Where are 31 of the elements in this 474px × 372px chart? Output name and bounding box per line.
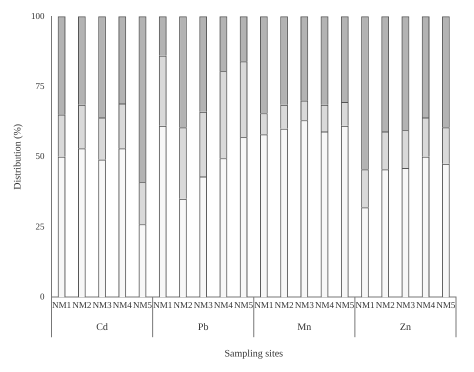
text: Zn [400, 322, 411, 333]
x-tick-label: NM3 [194, 300, 214, 310]
x-tick-label: NM2 [274, 300, 294, 310]
text: Mn [297, 322, 312, 333]
x-tick-label: NM5 [335, 300, 355, 310]
y-axis-title: Distribution (%) [12, 124, 24, 190]
text: Pb [198, 322, 208, 333]
x-tick-label: NM5 [234, 300, 254, 310]
x-tick-label: NM4 [112, 300, 132, 310]
y-tick-label: 25 [36, 221, 45, 232]
x-tick-label: NM2 [173, 300, 192, 310]
x-tick-label: NM1 [355, 300, 374, 310]
x-tick-label: NM3 [294, 300, 314, 310]
x-tick-label: NM3 [396, 300, 416, 310]
x-tick-label: NM2 [376, 300, 395, 310]
x-tick-label: NM1 [52, 300, 72, 310]
y-tick-label: 100 [31, 10, 45, 21]
x-tick-label: NM2 [72, 300, 92, 310]
y-tick-label: 0 [40, 292, 45, 302]
y-tick-label: 75 [36, 80, 45, 91]
x-tick-label: NM4 [315, 300, 335, 310]
x-axis-title: Sampling sites [224, 348, 284, 360]
x-tick-label: NM3 [92, 300, 112, 310]
text: Cd [96, 322, 108, 333]
x-tick-label: NM1 [254, 300, 274, 310]
x-tick-label: NM4 [416, 300, 436, 310]
x-tick-label: NM1 [153, 300, 172, 310]
x-tick-label: NM5 [436, 300, 456, 310]
y-tick-label: 50 [36, 151, 45, 162]
x-tick-label: NM5 [133, 300, 153, 310]
x-tick-label: NM4 [214, 300, 234, 310]
